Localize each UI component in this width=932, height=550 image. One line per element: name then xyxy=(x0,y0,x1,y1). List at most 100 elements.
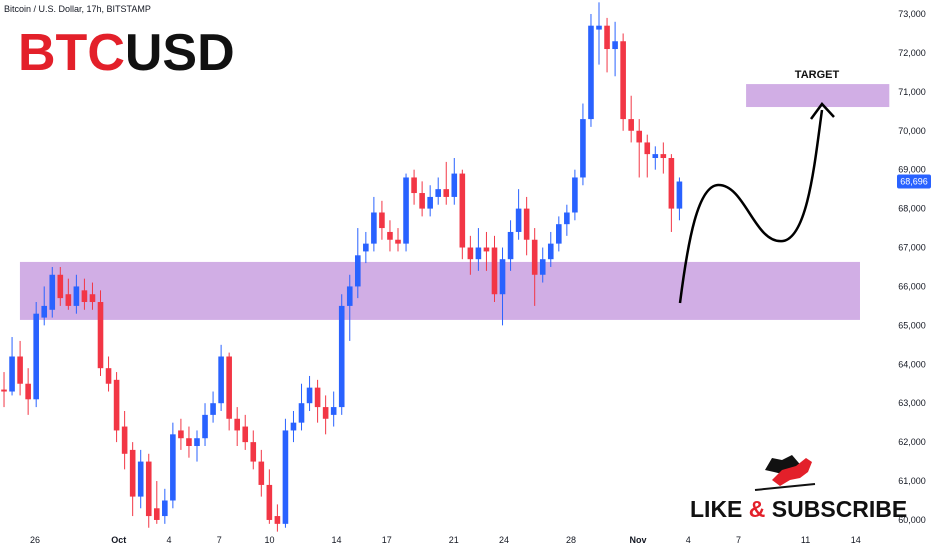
candle-body xyxy=(25,383,31,400)
candle-body xyxy=(274,516,281,524)
badge-part: LIKE xyxy=(690,496,742,522)
candle-body xyxy=(9,356,15,392)
candle-body xyxy=(596,25,602,30)
candle-body xyxy=(556,224,562,244)
candle-body xyxy=(443,189,450,197)
candle-body xyxy=(57,274,64,299)
candle-body xyxy=(475,247,482,260)
chart-title: BTCUSD xyxy=(18,24,235,82)
candle-body xyxy=(145,461,152,517)
candle-body xyxy=(1,389,7,392)
last-price-label: 68,696 xyxy=(900,177,928,187)
badge-part: & xyxy=(749,496,766,522)
projection-arrow xyxy=(678,109,824,304)
y-tick-label: 64,000 xyxy=(898,359,926,369)
y-tick-label: 67,000 xyxy=(898,243,926,253)
candle-body xyxy=(467,247,474,260)
y-tick-label: 70,000 xyxy=(898,126,926,136)
candle-body xyxy=(652,154,659,159)
x-tick-label: 21 xyxy=(449,535,459,545)
candle-body xyxy=(644,142,651,155)
bull-icon xyxy=(772,458,812,486)
y-tick-label: 69,000 xyxy=(898,165,926,175)
badge: LIKE & SUBSCRIBE xyxy=(690,496,907,522)
candle-body xyxy=(411,177,417,194)
candle-body xyxy=(113,379,120,431)
candle-body xyxy=(314,387,321,408)
x-tick-label: 10 xyxy=(265,535,275,545)
candle-body xyxy=(547,243,554,260)
candle-body xyxy=(266,484,273,520)
candle-body xyxy=(346,286,353,306)
candle-body xyxy=(153,508,160,520)
y-tick-label: 62,000 xyxy=(898,437,926,447)
x-tick-label: 4 xyxy=(686,535,691,545)
candle-body xyxy=(210,403,216,415)
y-tick-label: 63,000 xyxy=(898,398,926,408)
y-tick-label: 72,000 xyxy=(898,48,926,58)
candle-body xyxy=(539,259,546,275)
candle-body xyxy=(459,173,466,248)
y-tick-label: 60,000 xyxy=(898,515,926,525)
y-tick-label: 66,000 xyxy=(898,281,926,291)
candle-body xyxy=(290,422,297,431)
x-tick-label: Oct xyxy=(111,535,126,545)
candle-body xyxy=(202,414,208,439)
candle-body xyxy=(234,418,240,431)
last-price-tag xyxy=(897,174,931,189)
arrow-head xyxy=(809,102,835,120)
y-tick-label: 61,000 xyxy=(898,476,926,486)
x-tick-label: 24 xyxy=(499,535,509,545)
candle-body xyxy=(258,461,265,485)
candle-body xyxy=(660,154,667,159)
candle-body xyxy=(515,208,522,232)
candle-body xyxy=(73,286,80,306)
candle-body xyxy=(451,173,458,197)
candle-body xyxy=(306,387,313,404)
target-label: TARGET xyxy=(795,69,840,81)
candle-body xyxy=(564,212,570,225)
candle-body xyxy=(89,294,96,303)
candle-body xyxy=(49,274,56,310)
candle-body xyxy=(387,231,393,240)
candle-body xyxy=(676,181,683,209)
candle-body xyxy=(354,255,361,287)
candle-body xyxy=(499,259,506,295)
candle-body xyxy=(580,119,586,178)
y-tick-label: 65,000 xyxy=(898,320,926,330)
candle-body xyxy=(435,189,442,197)
candle-body xyxy=(338,305,345,408)
x-tick-label: 11 xyxy=(801,535,810,545)
badge-part: SUBSCRIBE xyxy=(772,496,907,522)
candle-body xyxy=(403,177,409,244)
candle-body xyxy=(178,430,184,439)
candle-body xyxy=(129,449,136,497)
candle-body xyxy=(81,290,88,303)
candle-body xyxy=(612,41,618,50)
candle-body xyxy=(363,243,369,252)
candle-body xyxy=(427,196,433,209)
candle-body xyxy=(507,231,514,260)
x-tick-label: Nov xyxy=(630,535,647,545)
candle-body xyxy=(668,158,675,209)
candle-body xyxy=(194,438,200,447)
candle-body xyxy=(572,177,578,213)
candle-body xyxy=(33,313,39,400)
candle-body xyxy=(186,438,192,447)
icon-ground xyxy=(754,483,816,491)
candle-body xyxy=(620,41,626,120)
candle-body xyxy=(531,239,538,275)
candle-body xyxy=(330,407,337,415)
candle-body xyxy=(226,356,232,419)
candle-body xyxy=(419,193,425,209)
zone xyxy=(19,261,860,320)
candle-body xyxy=(17,356,23,384)
candle-body xyxy=(298,403,305,423)
candle-body xyxy=(41,305,48,318)
x-tick-label: 28 xyxy=(566,535,576,545)
axes: 60,000 61,000 62,000 63,000 64,000 65,000 66,0… xyxy=(30,9,931,545)
x-tick-label: 14 xyxy=(851,535,861,545)
candle-body xyxy=(628,119,634,131)
title-part: USD xyxy=(125,24,235,82)
